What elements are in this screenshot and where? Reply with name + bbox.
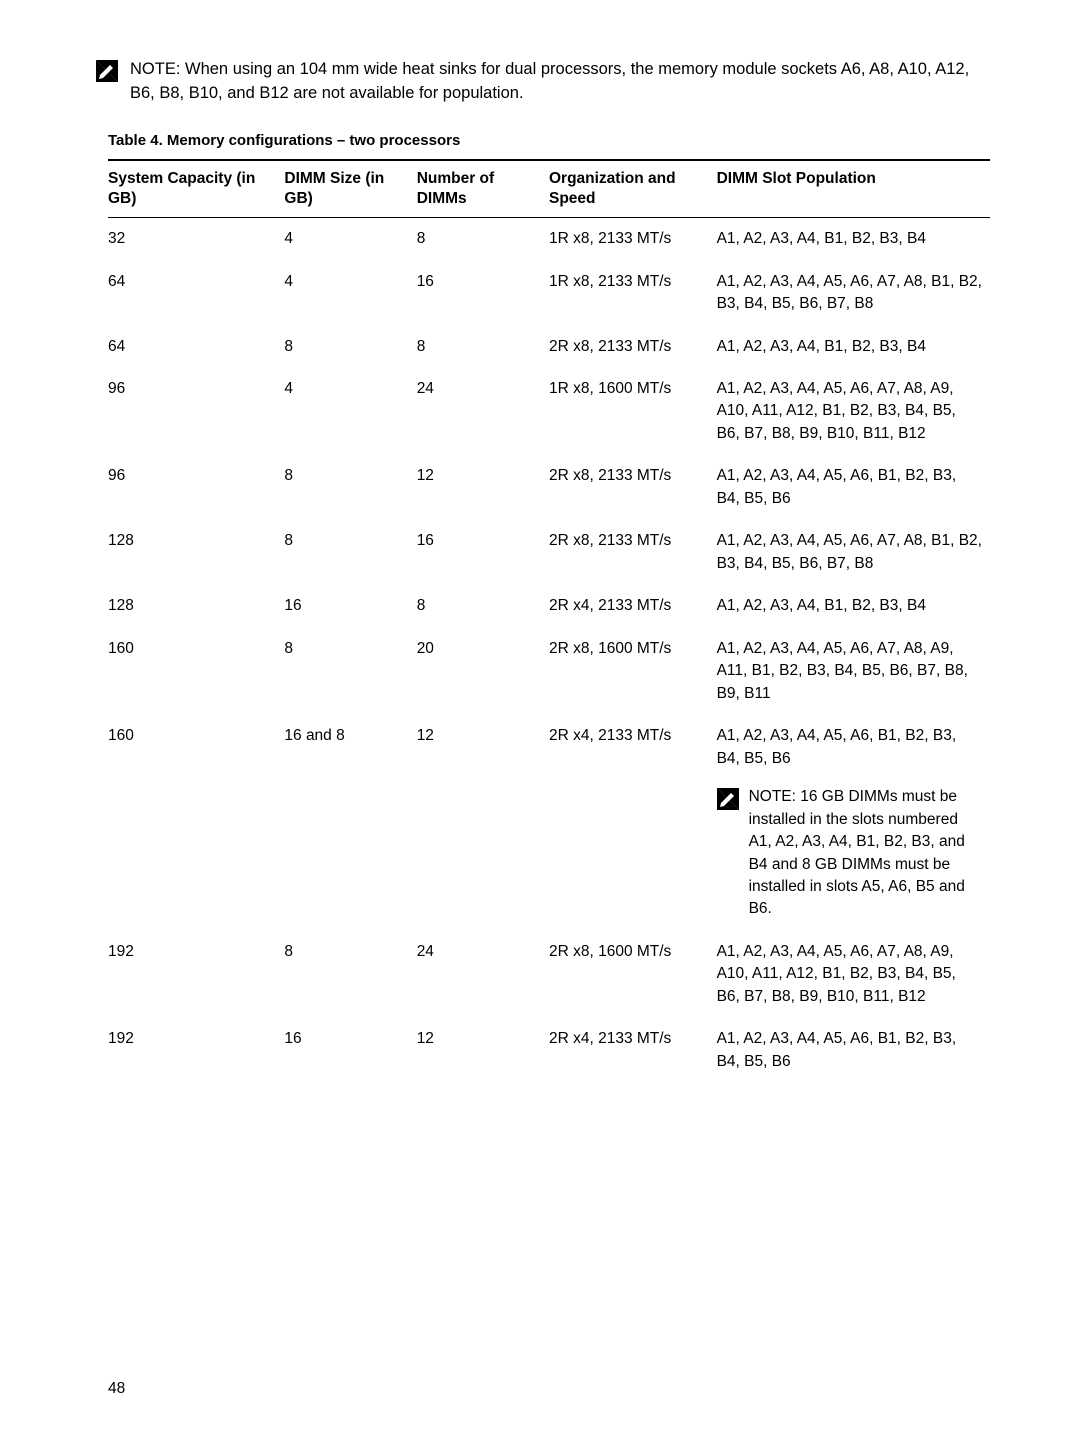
cell-numdimm: 16 <box>417 520 549 585</box>
cell-syscap: 32 <box>108 218 284 261</box>
cell-syscap: 64 <box>108 326 284 368</box>
header-system-capacity: System Capacity (in GB) <box>108 160 284 218</box>
cell-population: A1, A2, A3, A4, A5, A6, A7, A8, A9, A11,… <box>717 628 990 715</box>
cell-numdimm: 8 <box>417 585 549 627</box>
cell-org: 1R x8, 1600 MT/s <box>549 368 717 455</box>
cell-syscap: 96 <box>108 368 284 455</box>
cell-org: 2R x8, 1600 MT/s <box>549 931 717 1018</box>
population-text: A1, A2, A3, A4, A5, A6, B1, B2, B3, B4, … <box>717 725 982 770</box>
cell-numdimm: 16 <box>417 261 549 326</box>
note-pencil-icon <box>717 786 739 817</box>
cell-dimmsize: 8 <box>284 628 416 715</box>
page-number: 48 <box>108 1380 125 1398</box>
cell-population: A1, A2, A3, A4, A5, A6, B1, B2, B3, B4, … <box>717 715 990 931</box>
cell-org: 2R x8, 2133 MT/s <box>549 326 717 368</box>
population-text: A1, A2, A3, A4, B1, B2, B3, B4 <box>717 336 982 358</box>
cell-syscap: 128 <box>108 585 284 627</box>
header-organization: Organization and Speed <box>549 160 717 218</box>
table-row: 19216122R x4, 2133 MT/sA1, A2, A3, A4, A… <box>108 1018 990 1083</box>
header-slot-population: DIMM Slot Population <box>717 160 990 218</box>
cell-population: A1, A2, A3, A4, A5, A6, A7, A8, A9, A10,… <box>717 368 990 455</box>
table-row: 64882R x8, 2133 MT/sA1, A2, A3, A4, B1, … <box>108 326 990 368</box>
cell-numdimm: 12 <box>417 715 549 931</box>
note-body: When using an 104 mm wide heat sinks for… <box>130 60 969 102</box>
cell-dimmsize: 4 <box>284 218 416 261</box>
population-text: A1, A2, A3, A4, A5, A6, B1, B2, B3, B4, … <box>717 465 982 510</box>
cell-population: A1, A2, A3, A4, A5, A6, A7, A8, B1, B2, … <box>717 520 990 585</box>
population-text: A1, A2, A3, A4, A5, A6, A7, A8, A9, A10,… <box>717 378 982 445</box>
row-note-label: NOTE: <box>749 788 796 805</box>
cell-population: A1, A2, A3, A4, B1, B2, B3, B4 <box>717 585 990 627</box>
cell-org: 2R x4, 2133 MT/s <box>549 585 717 627</box>
header-number-dimms: Number of DIMMs <box>417 160 549 218</box>
cell-dimmsize: 4 <box>284 261 416 326</box>
table-row: 32481R x8, 2133 MT/sA1, A2, A3, A4, B1, … <box>108 218 990 261</box>
cell-syscap: 192 <box>108 1018 284 1083</box>
cell-numdimm: 12 <box>417 1018 549 1083</box>
cell-dimmsize: 8 <box>284 326 416 368</box>
table-row: 1281682R x4, 2133 MT/sA1, A2, A3, A4, B1… <box>108 585 990 627</box>
cell-org: 2R x8, 2133 MT/s <box>549 455 717 520</box>
cell-dimmsize: 16 <box>284 1018 416 1083</box>
cell-population: A1, A2, A3, A4, A5, A6, A7, A8, A9, A10,… <box>717 931 990 1018</box>
table-header-row: System Capacity (in GB) DIMM Size (in GB… <box>108 160 990 218</box>
cell-numdimm: 24 <box>417 368 549 455</box>
cell-org: 2R x4, 2133 MT/s <box>549 1018 717 1083</box>
cell-population: A1, A2, A3, A4, B1, B2, B3, B4 <box>717 326 990 368</box>
population-text: A1, A2, A3, A4, A5, A6, A7, A8, A9, A11,… <box>717 638 982 705</box>
cell-dimmsize: 16 and 8 <box>284 715 416 931</box>
cell-syscap: 160 <box>108 715 284 931</box>
table-row: 1288162R x8, 2133 MT/sA1, A2, A3, A4, A5… <box>108 520 990 585</box>
population-text: A1, A2, A3, A4, B1, B2, B3, B4 <box>717 595 982 617</box>
cell-syscap: 96 <box>108 455 284 520</box>
cell-numdimm: 12 <box>417 455 549 520</box>
cell-numdimm: 8 <box>417 218 549 261</box>
cell-population: A1, A2, A3, A4, B1, B2, B3, B4 <box>717 218 990 261</box>
cell-population: A1, A2, A3, A4, A5, A6, A7, A8, B1, B2, … <box>717 261 990 326</box>
note-text: NOTE: When using an 104 mm wide heat sin… <box>130 58 990 106</box>
cell-dimmsize: 16 <box>284 585 416 627</box>
table-row: 964241R x8, 1600 MT/sA1, A2, A3, A4, A5,… <box>108 368 990 455</box>
table-caption: Table 4. Memory configurations – two pro… <box>108 132 990 149</box>
note-pencil-icon <box>96 60 118 82</box>
cell-syscap: 128 <box>108 520 284 585</box>
cell-syscap: 192 <box>108 931 284 1018</box>
page-note: NOTE: When using an 104 mm wide heat sin… <box>96 58 990 106</box>
cell-dimmsize: 8 <box>284 455 416 520</box>
cell-org: 1R x8, 2133 MT/s <box>549 218 717 261</box>
population-text: A1, A2, A3, A4, A5, A6, A7, A8, B1, B2, … <box>717 530 982 575</box>
cell-dimmsize: 8 <box>284 931 416 1018</box>
cell-org: 2R x8, 2133 MT/s <box>549 520 717 585</box>
table-row: 16016 and 8122R x4, 2133 MT/sA1, A2, A3,… <box>108 715 990 931</box>
row-note-text: NOTE: 16 GB DIMMs must be installed in t… <box>749 786 982 921</box>
cell-population: A1, A2, A3, A4, A5, A6, B1, B2, B3, B4, … <box>717 1018 990 1083</box>
table-row: 1608202R x8, 1600 MT/sA1, A2, A3, A4, A5… <box>108 628 990 715</box>
cell-numdimm: 24 <box>417 931 549 1018</box>
cell-dimmsize: 8 <box>284 520 416 585</box>
population-text: A1, A2, A3, A4, A5, A6, A7, A8, B1, B2, … <box>717 271 982 316</box>
cell-numdimm: 20 <box>417 628 549 715</box>
population-text: A1, A2, A3, A4, A5, A6, A7, A8, A9, A10,… <box>717 941 982 1008</box>
note-label: NOTE: <box>130 60 180 78</box>
table-row: 644161R x8, 2133 MT/sA1, A2, A3, A4, A5,… <box>108 261 990 326</box>
row-note-body: 16 GB DIMMs must be installed in the slo… <box>749 788 965 917</box>
cell-population: A1, A2, A3, A4, A5, A6, B1, B2, B3, B4, … <box>717 455 990 520</box>
row-note: NOTE: 16 GB DIMMs must be installed in t… <box>717 786 982 921</box>
cell-org: 2R x4, 2133 MT/s <box>549 715 717 931</box>
cell-syscap: 64 <box>108 261 284 326</box>
header-dimm-size: DIMM Size (in GB) <box>284 160 416 218</box>
cell-org: 1R x8, 2133 MT/s <box>549 261 717 326</box>
cell-dimmsize: 4 <box>284 368 416 455</box>
table-row: 1928242R x8, 1600 MT/sA1, A2, A3, A4, A5… <box>108 931 990 1018</box>
population-text: A1, A2, A3, A4, B1, B2, B3, B4 <box>717 228 982 250</box>
memory-config-table: System Capacity (in GB) DIMM Size (in GB… <box>108 159 990 1083</box>
population-text: A1, A2, A3, A4, A5, A6, B1, B2, B3, B4, … <box>717 1028 982 1073</box>
cell-syscap: 160 <box>108 628 284 715</box>
table-row: 968122R x8, 2133 MT/sA1, A2, A3, A4, A5,… <box>108 455 990 520</box>
cell-org: 2R x8, 1600 MT/s <box>549 628 717 715</box>
cell-numdimm: 8 <box>417 326 549 368</box>
